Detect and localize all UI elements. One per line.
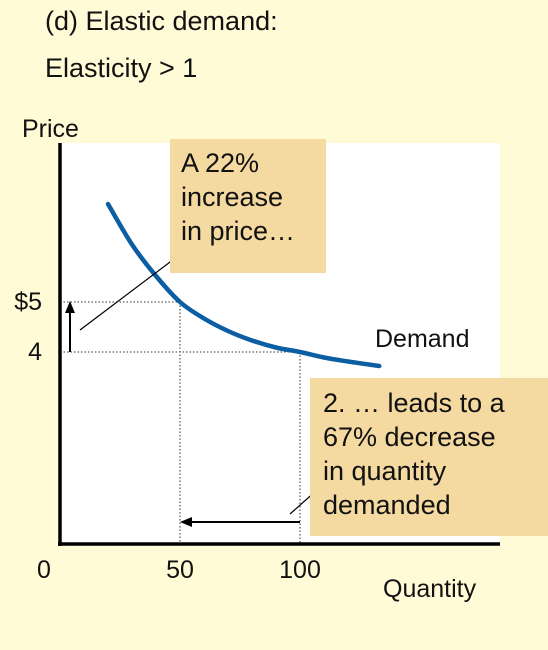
quantity-decrease-callout: 2. … leads to a 67% decrease in quantity… [310,378,548,536]
price-callout-line-3: in price… [181,216,296,246]
x-axis-label: Quantity [383,575,477,603]
y-tick-label: 4 [28,338,42,366]
price-callout-line-1: A 22% [181,148,260,178]
quantity-decrease-arrowhead [180,517,192,527]
x-tick-label: 50 [166,556,194,584]
price-increase-callout: A 22% increase in price… [170,139,326,273]
price-callout-leader [79,252,183,331]
x-tick-label: 0 [37,556,51,584]
x-tick-label: 100 [279,556,321,584]
quantity-callout-line-1: 2. … leads to a [323,388,505,418]
chart-title-line-2: Elasticity > 1 [45,53,198,83]
y-tick-label: $5 [14,288,42,316]
price-callout-line-2: increase [181,182,284,212]
quantity-callout-line-3: in quantity [323,456,447,486]
y-axis-label: Price [22,115,79,143]
quantity-callout-line-4: demanded [323,490,451,520]
price-increase-arrowhead [65,301,75,313]
demand-series-label: Demand [375,325,470,353]
quantity-callout-line-2: 67% decrease [323,422,496,452]
chart-title-line-1: (d) Elastic demand: [45,6,278,36]
